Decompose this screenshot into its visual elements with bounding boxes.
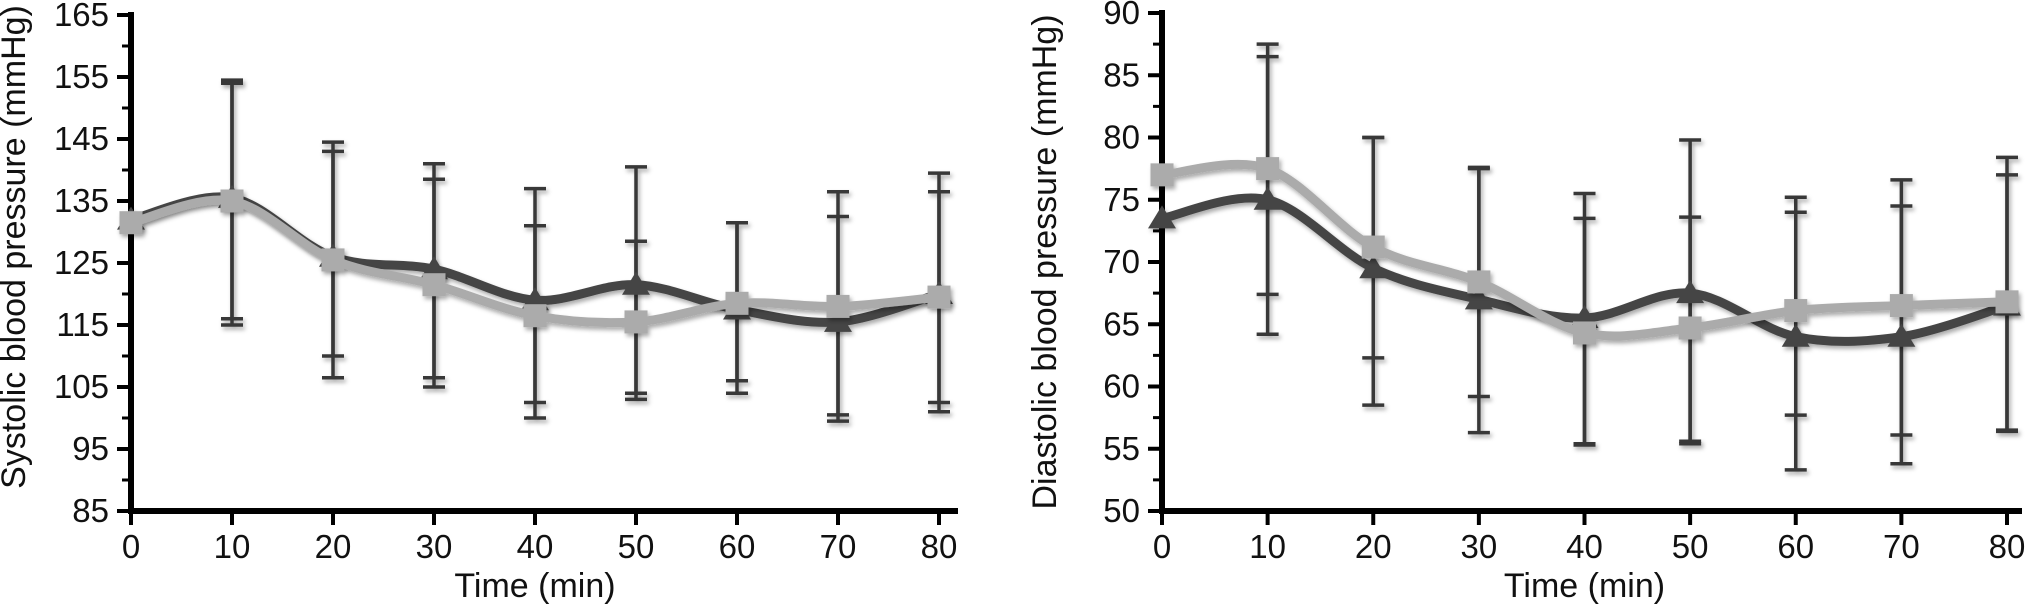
y-tick-label: 105	[54, 368, 109, 405]
diastolic-chart: 50 55 60 65 70 75 80 85 90 0 10 20 30 40 50 60 70 80 Time …	[1026, 0, 2025, 605]
y-tick-label: 85	[72, 492, 109, 529]
x-tick-label: 80	[1989, 528, 2025, 565]
y-tick-label: 80	[1103, 119, 1140, 156]
square-marker	[1784, 299, 1808, 323]
axes	[1159, 10, 2022, 514]
axes	[128, 12, 958, 514]
y-tick-label: 70	[1103, 243, 1140, 280]
x-tick-label: 30	[416, 528, 453, 565]
square-marker	[321, 248, 345, 272]
square-marker	[1889, 294, 1913, 318]
y-tick-label: 155	[54, 58, 109, 95]
x-tick-label: 40	[1566, 528, 1603, 565]
x-axis-title: Time (min)	[454, 567, 615, 605]
square-marker	[927, 285, 951, 309]
square-marker	[1467, 270, 1491, 294]
square-marker	[422, 273, 446, 297]
y-ticks: 85 95 105 115 125 135 145 155 165	[54, 0, 134, 529]
x-tick-label: 10	[214, 528, 251, 565]
y-ticks: 50 55 60 65 70 75 80 85 90	[1103, 0, 1165, 529]
square-marker	[1150, 163, 1174, 187]
y-axis-title: Diastolic blood pressure (mmHg)	[1026, 14, 1064, 509]
square-marker	[119, 211, 143, 235]
square-marker	[1995, 290, 2019, 314]
square-marker	[1678, 316, 1702, 340]
x-tick-label: 20	[315, 528, 352, 565]
triangle-marker	[1464, 286, 1493, 310]
x-ticks: 0 10 20 30 40 50 60 70 80	[122, 511, 958, 565]
x-tick-label: 40	[517, 528, 554, 565]
y-tick-label: 50	[1103, 492, 1140, 529]
x-tick-label: 10	[1249, 528, 1286, 565]
triangle-marker	[1887, 323, 1916, 347]
x-tick-label: 80	[921, 528, 958, 565]
square-marker	[826, 294, 850, 318]
square-marker	[725, 291, 749, 315]
y-axis-title: Systolic blood pressure (mmHg)	[0, 5, 33, 489]
y-tick-label: 145	[54, 120, 109, 157]
square-marker	[220, 189, 244, 213]
systolic-chart: 85 95 105 115 125 135 145 155 165 0 10 20 30 40 50 60 70…	[0, 0, 958, 605]
x-tick-label: 30	[1461, 528, 1498, 565]
x-tick-label: 50	[1672, 528, 1709, 565]
y-tick-label: 135	[54, 182, 109, 219]
y-tick-label: 60	[1103, 368, 1140, 405]
triangle-marker	[1359, 255, 1388, 279]
triangle-marker	[1148, 205, 1176, 229]
y-tick-label: 65	[1103, 305, 1140, 342]
square-marker	[523, 304, 547, 328]
y-tick-label: 75	[1103, 181, 1140, 218]
y-tick-label: 115	[56, 306, 109, 343]
square-marker	[624, 310, 648, 334]
x-tick-label: 0	[122, 528, 140, 565]
triangle-marker	[1781, 323, 1810, 347]
y-tick-label: 95	[72, 430, 109, 467]
light-square-series	[119, 189, 951, 334]
triangle-marker	[622, 271, 650, 295]
x-tick-label: 20	[1355, 528, 1392, 565]
x-tick-label: 50	[618, 528, 655, 565]
square-marker	[1256, 157, 1280, 181]
square-marker	[1361, 235, 1385, 259]
y-tick-label: 165	[54, 0, 109, 33]
light-square-series	[1150, 157, 2019, 345]
x-tick-label: 60	[719, 528, 756, 565]
y-tick-label: 90	[1103, 0, 1140, 31]
y-tick-label: 85	[1103, 56, 1140, 93]
triangle-marker	[824, 308, 852, 332]
square-marker	[1573, 321, 1596, 345]
y-tick-label: 125	[54, 244, 109, 281]
x-tick-label: 60	[1777, 528, 1814, 565]
x-tick-label: 0	[1153, 528, 1171, 565]
x-ticks: 0 10 20 30 40 50 60 70 80	[1153, 511, 2025, 565]
x-tick-label: 70	[1883, 528, 1920, 565]
y-tick-label: 55	[1103, 430, 1140, 467]
triangle-marker	[1253, 186, 1282, 210]
x-tick-label: 70	[820, 528, 857, 565]
triangle-marker	[1676, 280, 1705, 304]
x-axis-title: Time (min)	[1504, 567, 1665, 605]
